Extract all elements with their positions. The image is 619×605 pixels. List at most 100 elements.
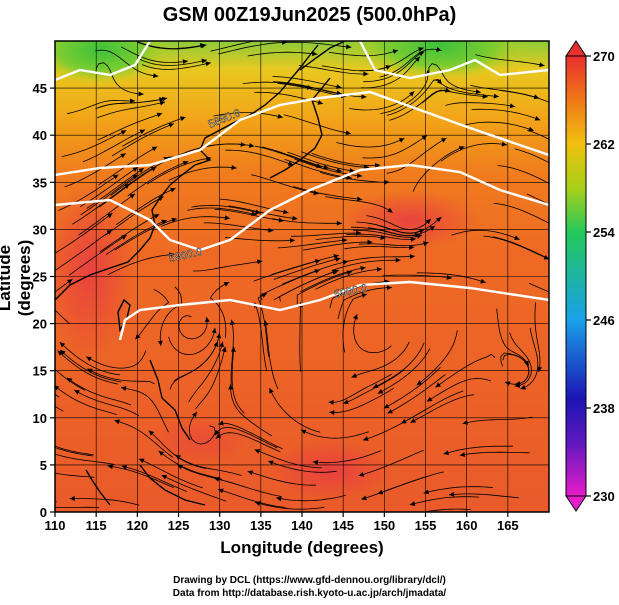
streamline [173,332,220,382]
streamline-arrow [7,350,12,355]
streamline-arrow [59,342,66,348]
streamline-arrow [501,141,507,147]
streamline [366,215,432,230]
streamline-arrow [247,470,254,476]
x-tick-label: 155 [415,518,437,533]
streamline [95,98,165,110]
streamline [315,268,383,290]
streamline [138,58,207,66]
streamline-arrow [112,174,119,180]
y-tick-label: 15 [33,364,47,379]
streamline-arrow [401,513,406,518]
streamline [55,447,94,457]
streamline-arrow [377,388,384,394]
streamline [410,394,475,424]
streamline [55,212,113,254]
streamline-arrow [429,226,436,231]
streamline [383,367,441,409]
contour-green-b [358,41,549,80]
streamline [210,41,257,52]
streamline-arrow [55,385,60,391]
streamline [254,302,268,372]
streamline-arrow [336,167,342,173]
streamline-arrow [353,314,358,320]
streamline-arrow [268,460,274,466]
streamline [55,501,57,503]
streamline [386,79,443,116]
streamline [300,429,369,439]
x-tick-label: 120 [126,518,148,533]
y-tick-label: 35 [33,175,47,190]
streamline [230,319,234,390]
streamline-arrow [361,293,368,298]
streamline [254,449,322,469]
streamline [78,193,136,236]
streamline [377,348,431,394]
streamline-arrow [205,61,211,67]
streamline-arrow [157,340,163,346]
streamline-arrow [60,350,66,356]
streamline-arrow [107,464,113,470]
streamline [146,157,212,185]
streamline-arrow [509,103,516,109]
streamline [175,454,242,476]
x-axis-label: Longitude (degrees) [220,538,384,557]
streamline-arrow [312,459,319,465]
streamline [79,166,139,208]
streamline [224,237,295,242]
y-axis: 0 5 10 15 20 25 30 35 40 45 [33,81,55,520]
streamline [345,255,415,263]
streamline-arrow [283,209,289,215]
streamline-arrow [10,366,15,371]
streamline-arrow [386,285,392,291]
streamline [107,253,175,276]
streamline-arrow [443,450,450,456]
streamline [500,352,530,385]
streamline [440,143,507,162]
streamline-arrow [223,282,230,287]
streamline [353,314,392,354]
streamline [254,145,322,168]
streamline-arrow [231,165,237,171]
streamline-arrow [314,269,320,274]
streamline-arrow [528,126,534,132]
streamline-arrow [409,254,415,260]
streamline-arrow [132,167,138,172]
streamline-arrow [204,317,210,323]
footer-credit-dcl: Drawing by DCL (https://www.gfd-dennou.o… [173,575,446,586]
streamline [55,278,73,325]
colorbar-top-arrow [565,40,587,57]
streamline-arrow [277,113,283,119]
streamline [298,65,369,75]
streamline-arrow [132,174,138,180]
streamline-arrow [533,94,540,100]
streamline-arrow [228,384,234,390]
streamline [141,62,211,70]
colorbar-label: 270 [593,49,615,64]
streamline-arrow [171,217,177,223]
streamline-arrow [441,138,447,143]
streamline [358,242,429,247]
colorbar-label: 230 [593,489,615,504]
streamline [361,56,421,89]
streamline [61,130,127,157]
streamline [111,123,175,157]
streamline-arrow [138,91,144,97]
streamline [401,390,464,424]
streamline [120,387,169,433]
streamline [127,161,189,197]
streamline-arrow [323,164,329,170]
streamline [115,187,176,226]
streamline-arrow [121,386,127,391]
streamline [177,143,246,157]
streamline-arrow [418,51,425,57]
streamline [218,41,288,55]
streamline-arrow [138,168,144,174]
streamline-arrow [139,129,146,135]
streamline [253,259,321,282]
x-tick-label: 135 [250,518,272,533]
streamline-arrow [66,377,73,383]
streamline [449,493,519,499]
x-tick-label: 125 [168,518,190,533]
streamline [188,341,224,403]
